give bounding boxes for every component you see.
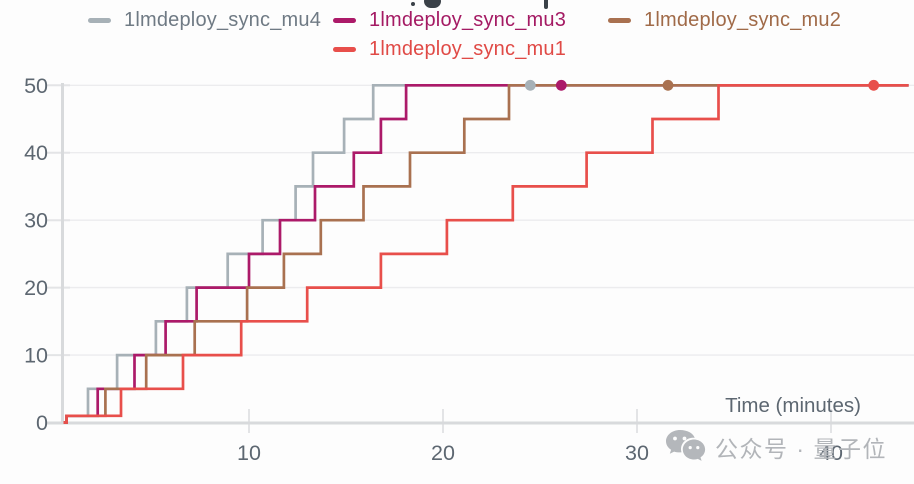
- legend-label-mu2: 1lmdeploy_sync_mu2: [644, 8, 842, 31]
- series-line-2: [63, 83, 909, 424]
- series-end-dot-3: [868, 79, 880, 91]
- legend-swatch-mu4: [88, 17, 111, 23]
- y-tick-label: 20: [24, 276, 48, 300]
- series-end-dot-1: [555, 79, 567, 91]
- clipped-title-fragment: [411, 2, 415, 6]
- legend-label-mu1: 1lmdeploy_sync_mu1: [369, 37, 567, 60]
- legend-item-mu4: 1lmdeploy_sync_mu4: [88, 8, 321, 32]
- legend-label-mu3: 1lmdeploy_sync_mu3: [369, 8, 567, 31]
- y-tick-label: 0: [36, 411, 48, 435]
- legend-swatch-mu2: [608, 17, 631, 23]
- x-tick-label: 40: [819, 441, 843, 465]
- series-line-3: [63, 83, 909, 424]
- legend-label-mu4: 1lmdeploy_sync_mu4: [124, 8, 322, 31]
- x-tick-label: 10: [237, 441, 261, 465]
- wechat-icon: [666, 430, 706, 461]
- y-tick-label: 30: [24, 209, 48, 233]
- y-tick-label: 40: [24, 141, 48, 165]
- legend-item-mu3: 1lmdeploy_sync_mu3: [333, 8, 566, 32]
- legend-item-mu2: 1lmdeploy_sync_mu2: [608, 8, 841, 32]
- x-axis-label: Time (minutes): [725, 394, 861, 417]
- series-line-1: [63, 83, 909, 424]
- legend-item-mu1: 1lmdeploy_sync_mu1: [333, 37, 566, 61]
- series-end-dot-0: [524, 79, 536, 91]
- x-tick-label: 20: [431, 441, 455, 465]
- y-tick-label: 10: [24, 344, 48, 368]
- watermark-text: 公众号 · 量子位: [715, 435, 887, 462]
- clipped-title-fragment: [544, 0, 548, 9]
- legend-swatch-mu3: [333, 17, 356, 23]
- legend-swatch-mu1: [333, 46, 356, 52]
- clipped-title-fragment: [424, 0, 441, 8]
- series-end-dot-2: [662, 79, 674, 91]
- y-tick-label: 50: [24, 74, 48, 98]
- series-line-0: [63, 83, 909, 424]
- watermark: 公众号 · 量子位: [663, 428, 887, 465]
- x-tick-label: 30: [625, 441, 649, 465]
